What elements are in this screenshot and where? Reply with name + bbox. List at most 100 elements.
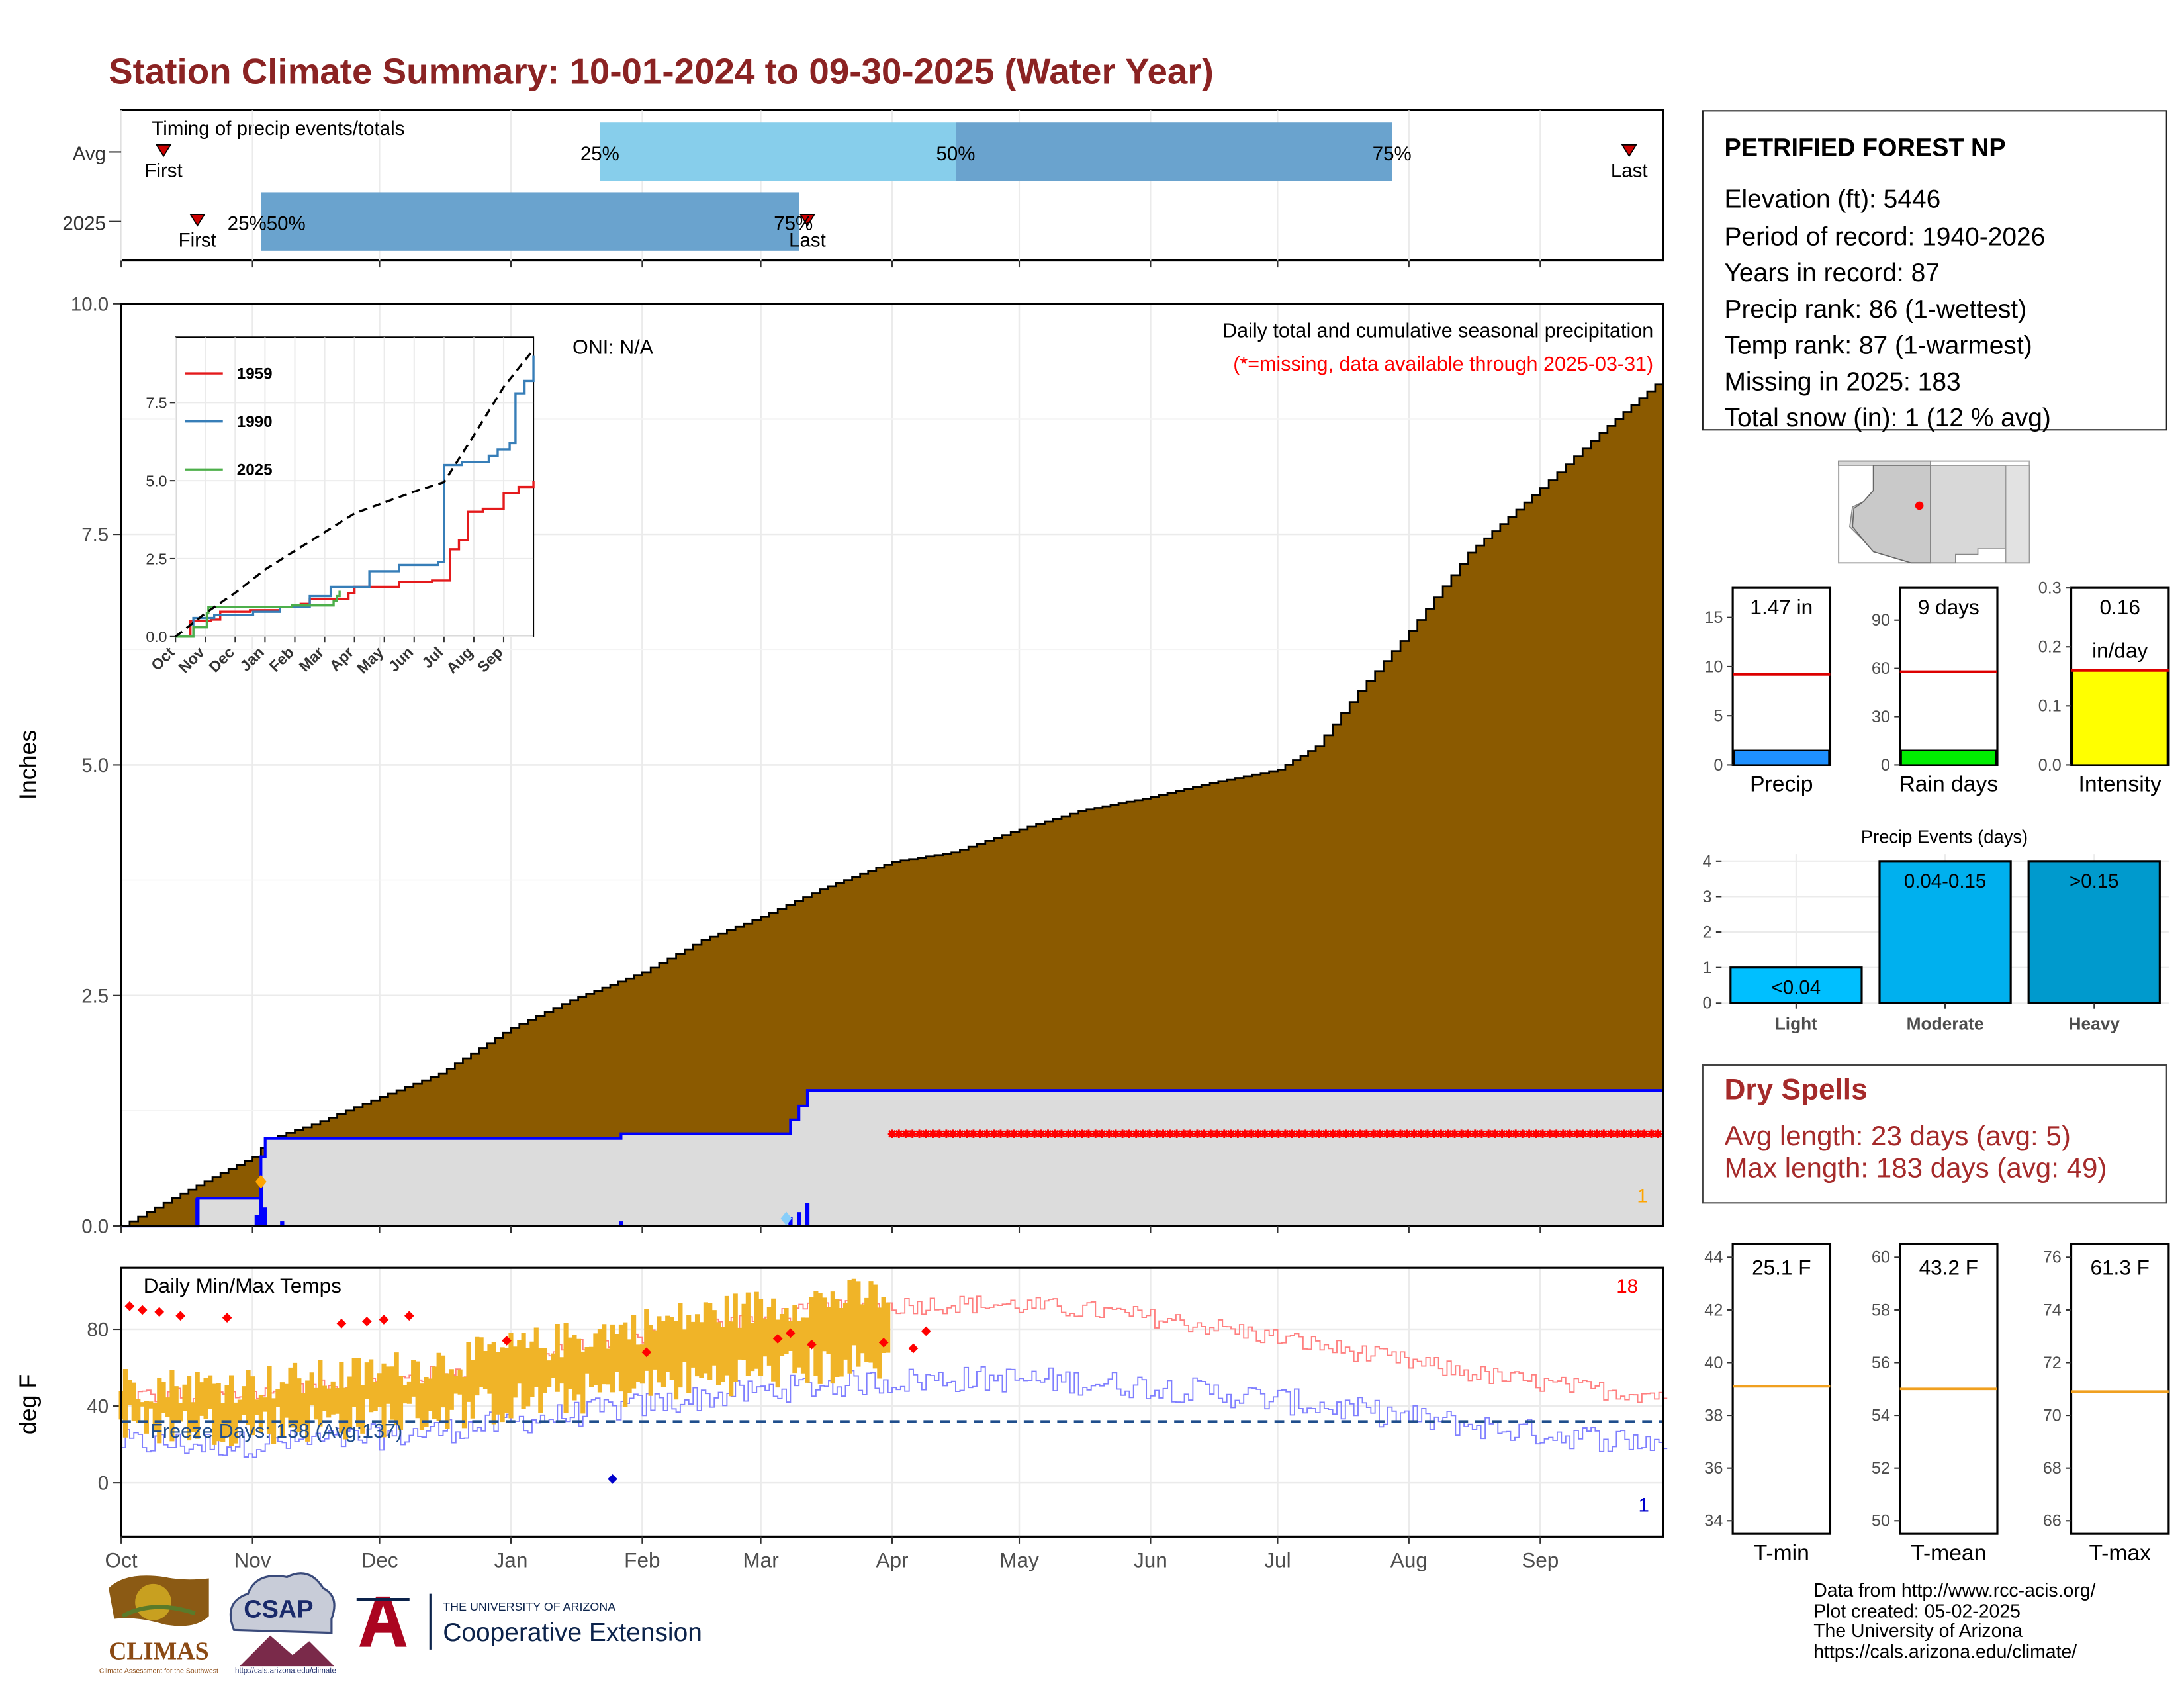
map-new-mexico (1930, 465, 2007, 564)
map-station-marker (1915, 501, 1924, 510)
month-tick-label: May (999, 1548, 1039, 1572)
timing-title: Timing of precip events/totals (152, 118, 404, 140)
summary-value-label: 9 days (1918, 595, 1979, 619)
events-bar-label: 0.04-0.15 (1904, 870, 1986, 892)
month-tick-label: Aug (1390, 1548, 1428, 1572)
summary-y-tick-label: 56 (1872, 1354, 1890, 1372)
events-bar (2027, 860, 2161, 1004)
events-panel: Precip Events (days) 0 1 2 3 4 <0.04 Light 0.04… (1703, 826, 2169, 1033)
timing-quantile-label: 25% (580, 143, 619, 165)
summary-panel-name: Rain days (1899, 772, 1998, 796)
record-high-marker (154, 1307, 165, 1317)
station-temp-rank: Temp rank: 87 (1-warmest) (1724, 330, 2032, 359)
station-elevation: Elevation (ft): 5446 (1724, 183, 1941, 214)
temps-panel: 0 40 80 Daily Min/Max Temps 18 1 Freeze Da… (15, 1266, 1668, 1538)
snow-marker (780, 1211, 792, 1226)
month-tick-label: Jun (1134, 1548, 1167, 1572)
summary-y-tick-label: 42 (1704, 1301, 1723, 1319)
month-tick-label: Mar (743, 1548, 778, 1572)
record-high-marker (878, 1337, 889, 1348)
climas-logo-text: CLIMAS (109, 1638, 209, 1665)
summary-y-tick-label: 60 (1872, 1248, 1890, 1267)
inset-series-line (175, 349, 535, 638)
summary-y-tick-label: 54 (1872, 1407, 1890, 1425)
record-high-marker (336, 1318, 347, 1329)
timing-event-marker (189, 214, 206, 227)
summary-panel-name: Intensity (2079, 772, 2162, 796)
summary-y-tick-label: 0 (1713, 756, 1723, 774)
freeze-days-label: Freeze Days: 138 (Avg:137) (150, 1420, 402, 1442)
oni-label: ONI: N/A (572, 336, 654, 359)
summary-value-bar (1900, 749, 1997, 766)
record-high-marker (772, 1334, 783, 1344)
summary-y-tick-label: 30 (1872, 708, 1890, 726)
csap-logo-mountain (239, 1635, 335, 1667)
daily-precip-bar (280, 1221, 285, 1227)
month-tick-label: Apr (876, 1548, 908, 1572)
temps-y-tick-label: 80 (87, 1319, 109, 1341)
summary-y-tick-label: 0 (1881, 756, 1890, 774)
events-category-label: Light (1775, 1013, 1817, 1033)
station-name: PETRIFIED FOREST NP (1724, 134, 2006, 162)
daily-precip-bar (254, 1215, 259, 1227)
daily-precip-bar (788, 1217, 793, 1227)
ua-logo: THE UNIVERSITY OF ARIZONA Cooperative Ex… (356, 1593, 702, 1650)
timing-event-label: Last (789, 230, 826, 252)
summary-panel-name: Precip (1750, 772, 1813, 796)
timing-quantile-bar-high (261, 192, 799, 251)
climas-logo-subtext: Climate Assessment for the Southwest (99, 1667, 218, 1675)
precip-y-tick-label: 10.0 (71, 293, 109, 315)
summary-y-tick-label: 76 (2043, 1248, 2062, 1267)
events-y-tick-label: 3 (1703, 888, 1712, 906)
dry-spells-avg: Avg length: 23 days (avg: 5) (1724, 1121, 2071, 1152)
summary-frame (1731, 586, 1832, 767)
events-y-tick-label: 4 (1703, 852, 1712, 870)
summary-y-tick-label: 10 (1704, 657, 1723, 676)
timing-quantile-label: 75% (1373, 143, 1412, 165)
summary-value-label: 25.1 F (1752, 1256, 1811, 1280)
inset-y-tick-label: 7.5 (146, 395, 167, 412)
climas-logo-sun (135, 1583, 171, 1620)
ua-logo-big-text: Cooperative Extension (443, 1618, 702, 1647)
current-cumulative-fill (121, 1090, 1663, 1227)
summary-y-tick-label: 60 (1872, 659, 1890, 678)
inset-y-tick-label: 0.0 (146, 628, 167, 645)
record-low-count: 1 (1638, 1494, 1649, 1516)
events-y-tick-label: 2 (1703, 923, 1712, 941)
timing-event-label: First (144, 160, 182, 181)
timing-row-label: Avg (73, 143, 106, 165)
daily-precip-bar (797, 1212, 801, 1227)
summary-y-tick-label: 44 (1704, 1248, 1723, 1267)
avg-min-temp-line (121, 1366, 1668, 1458)
timing-event-label: First (179, 230, 216, 252)
climas-logo-wave (121, 1605, 196, 1618)
ua-logo-small-text: THE UNIVERSITY OF ARIZONA (443, 1600, 615, 1613)
summary-y-tick-label: 38 (1704, 1407, 1723, 1425)
daily-precip-bar (195, 1198, 200, 1227)
record-high-marker (807, 1339, 817, 1350)
inset-legend-label: 1990 (237, 413, 273, 431)
timing-quantile-bar-low (600, 122, 956, 181)
record-high-marker (404, 1311, 414, 1321)
record-high-marker (361, 1317, 372, 1327)
inset-legend-label: 2025 (237, 461, 273, 479)
events-title: Precip Events (days) (1861, 826, 2028, 847)
dry-spells-box: Dry Spells Avg length: 23 days (avg: 5) … (1702, 1064, 2167, 1204)
daily-precip-bar (263, 1207, 267, 1227)
inset-series-line (175, 355, 535, 638)
summary-y-tick-label: 34 (1704, 1512, 1723, 1530)
daily-precip-bar (619, 1221, 623, 1227)
credit-line: Plot created: 05-02-2025 (1813, 1600, 2021, 1621)
summary-y-tick-label: 0.3 (2038, 579, 2062, 598)
snow-count-label: 1 (1637, 1185, 1647, 1207)
temps-title: Daily Min/Max Temps (144, 1274, 341, 1297)
timing-event-marker (799, 214, 816, 227)
summary-y-tick-label: 52 (1872, 1459, 1890, 1477)
locator-map (1838, 460, 2030, 564)
summary-panel-name: T-max (2089, 1541, 2151, 1566)
station-info-box: PETRIFIED FOREST NP Elevation (ft): 5446… (1702, 110, 2167, 432)
timing-panel: Timing of precip events/totals Avg 2025 … (62, 109, 1664, 268)
ua-logo-a (359, 1596, 407, 1647)
timing-event-marker (156, 144, 172, 158)
